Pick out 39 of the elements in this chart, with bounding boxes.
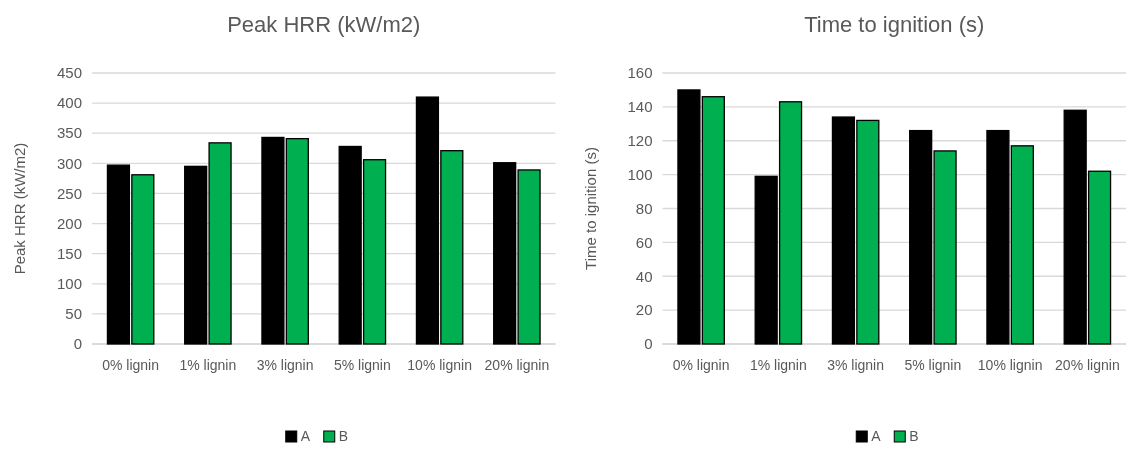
- y-tick-label: 250: [56, 184, 82, 202]
- legend-label: B: [909, 428, 919, 444]
- y-tick-label: 80: [635, 199, 653, 217]
- y-tick-label: 140: [627, 98, 653, 116]
- legend-label: B: [338, 428, 349, 444]
- x-tick-label: 10% lignin: [977, 357, 1043, 373]
- x-tick-label: 1% lignin: [179, 357, 237, 373]
- y-tick-label: 50: [65, 305, 82, 323]
- y-tick-label: 160: [627, 64, 653, 82]
- x-tick-label: 3% lignin: [827, 357, 885, 373]
- x-tick-label: 1% lignin: [749, 357, 807, 373]
- y-tick-label: 60: [635, 233, 653, 251]
- y-tick-label: 40: [635, 267, 653, 285]
- x-tick-label: 5% lignin: [333, 357, 391, 373]
- chart-title: Peak HRR (kW/m2): [227, 12, 421, 37]
- y-tick-label: 450: [56, 64, 82, 82]
- y-axis-title: Peak HRR (kW/m2): [11, 142, 28, 275]
- chart-title: Time to ignition (s): [804, 12, 985, 37]
- y-tick-label: 120: [627, 132, 653, 149]
- x-tick-label: 0% lignin: [102, 357, 160, 373]
- legend-label: A: [871, 428, 882, 444]
- y-tick-label: 100: [627, 165, 653, 183]
- y-tick-label: 200: [56, 214, 82, 232]
- y-tick-label: 350: [56, 124, 82, 142]
- y-tick-label: 100: [56, 275, 82, 293]
- x-tick-label: 0% lignin: [672, 357, 730, 373]
- x-tick-label: 5% lignin: [904, 357, 962, 373]
- x-tick-label: 20% lignin: [1055, 357, 1120, 373]
- y-tick-label: 20: [635, 301, 653, 319]
- y-tick-label: 400: [56, 94, 82, 112]
- y-tick-label: 150: [56, 244, 82, 262]
- x-tick-label: 10% lignin: [407, 357, 472, 373]
- legend-label: A: [300, 428, 311, 444]
- y-tick-label: 300: [56, 154, 82, 172]
- x-tick-label: 20% lignin: [484, 357, 550, 373]
- y-tick-label: 0: [644, 335, 653, 353]
- y-tick-label: 0: [73, 335, 82, 353]
- y-axis-title: Time to ignition (s): [581, 147, 599, 270]
- x-tick-label: 3% lignin: [256, 357, 314, 373]
